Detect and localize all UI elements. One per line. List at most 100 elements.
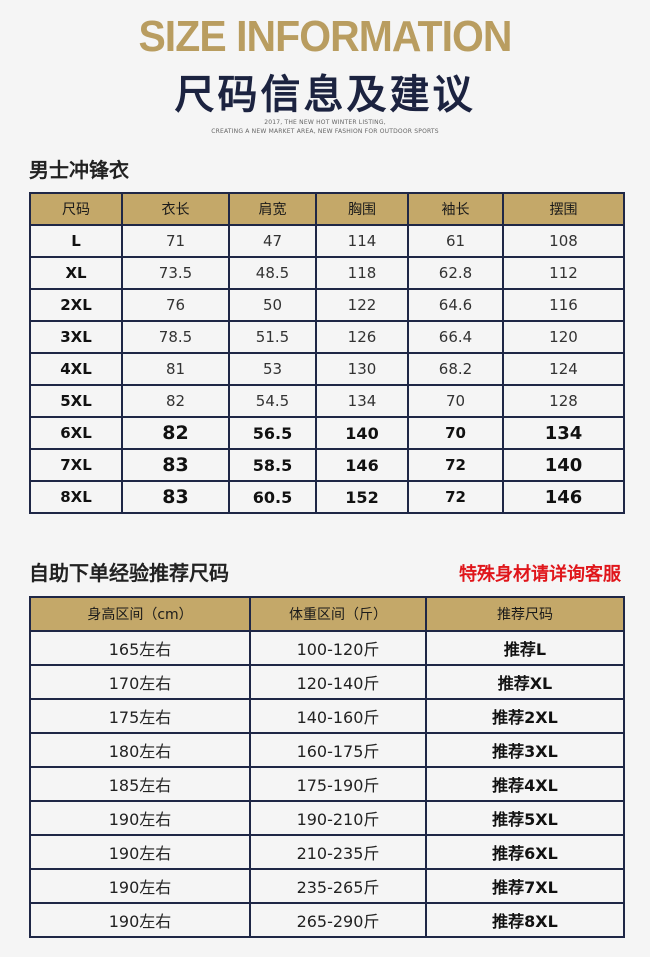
table-row: 190左右 235-265斤 推荐7XL: [29, 868, 625, 904]
table-cell: 128: [502, 384, 625, 418]
tagline-line-1: 2017, THE NEW HOT WINTER LISTING,: [264, 119, 386, 126]
table-row: 185左右 175-190斤 推荐4XL: [29, 766, 625, 802]
weight-cell: 160-175斤: [249, 732, 427, 768]
table-cell: 71: [121, 224, 230, 258]
table-row: 190左右 265-290斤 推荐8XL: [29, 902, 625, 938]
table-row: XL 73.5 48.5 118 62.8 112: [29, 256, 625, 290]
recommended-size-cell: 推荐4XL: [425, 766, 625, 802]
recommended-size-cell: 推荐2XL: [425, 698, 625, 734]
height-cell: 190左右: [29, 868, 251, 904]
recommended-size-cell: 推荐3XL: [425, 732, 625, 768]
tagline-line-2: CREATING A NEW MARKET AREA, NEW FASHION …: [211, 128, 439, 135]
table-cell: 82: [121, 384, 230, 418]
table-row: 8XL 83 60.5 152 72 146: [29, 480, 625, 514]
table-cell: 140: [315, 416, 409, 450]
table-cell: 62.8: [407, 256, 504, 290]
table-cell: 134: [315, 384, 409, 418]
table-row: 5XL 82 54.5 134 70 128: [29, 384, 625, 418]
recommended-size-cell: 推荐XL: [425, 664, 625, 700]
table-cell: 51.5: [228, 320, 317, 354]
size-table-header-row: 尺码 衣长 肩宽 胸围 袖长 摆围: [29, 192, 625, 226]
table-cell: 70: [407, 416, 504, 450]
table-cell: 61: [407, 224, 504, 258]
size-cell: 8XL: [29, 480, 123, 514]
table-row: 175左右 140-160斤 推荐2XL: [29, 698, 625, 734]
table-cell: 66.4: [407, 320, 504, 354]
height-cell: 180左右: [29, 732, 251, 768]
table-row: 3XL 78.5 51.5 126 66.4 120: [29, 320, 625, 354]
recommended-size-cell: 推荐6XL: [425, 834, 625, 870]
table-row: L 71 47 114 61 108: [29, 224, 625, 258]
table-cell: 68.2: [407, 352, 504, 386]
table-row: 7XL 83 58.5 146 72 140: [29, 448, 625, 482]
table-cell: 72: [407, 480, 504, 514]
size-cell: 5XL: [29, 384, 123, 418]
header-shoulder: 肩宽: [228, 192, 317, 226]
table-cell: 82: [121, 416, 230, 450]
weight-cell: 100-120斤: [249, 630, 427, 666]
table-cell: 76: [121, 288, 230, 322]
weight-cell: 265-290斤: [249, 902, 427, 938]
table-cell: 72: [407, 448, 504, 482]
table-cell: 64.6: [407, 288, 504, 322]
table-cell: 78.5: [121, 320, 230, 354]
header-chest: 胸围: [315, 192, 409, 226]
size-table: 尺码 衣长 肩宽 胸围 袖长 摆围 L 71 47 114 61 108 XL …: [29, 192, 625, 514]
table-cell: 152: [315, 480, 409, 514]
table-cell: 73.5: [121, 256, 230, 290]
height-cell: 175左右: [29, 698, 251, 734]
table-cell: 83: [121, 448, 230, 482]
weight-cell: 190-210斤: [249, 800, 427, 836]
table-cell: 50: [228, 288, 317, 322]
table-cell: 146: [315, 448, 409, 482]
table-cell: 60.5: [228, 480, 317, 514]
table-cell: 140: [502, 448, 625, 482]
table-row: 170左右 120-140斤 推荐XL: [29, 664, 625, 700]
table-cell: 124: [502, 352, 625, 386]
table-cell: 108: [502, 224, 625, 258]
header-length: 衣长: [121, 192, 230, 226]
recommended-size-cell: 推荐L: [425, 630, 625, 666]
table-cell: 134: [502, 416, 625, 450]
recommend-table-title: 自助下单经验推荐尺码: [29, 561, 229, 585]
size-table-title: 男士冲锋衣: [29, 158, 129, 182]
height-cell: 170左右: [29, 664, 251, 700]
size-cell: 3XL: [29, 320, 123, 354]
table-row: 2XL 76 50 122 64.6 116: [29, 288, 625, 322]
table-cell: 118: [315, 256, 409, 290]
weight-cell: 235-265斤: [249, 868, 427, 904]
recommended-size-cell: 推荐5XL: [425, 800, 625, 836]
table-cell: 130: [315, 352, 409, 386]
table-cell: 53: [228, 352, 317, 386]
table-cell: 114: [315, 224, 409, 258]
height-cell: 190左右: [29, 834, 251, 870]
size-cell: XL: [29, 256, 123, 290]
table-row: 190左右 190-210斤 推荐5XL: [29, 800, 625, 836]
header-size: 尺码: [29, 192, 123, 226]
weight-cell: 175-190斤: [249, 766, 427, 802]
height-cell: 190左右: [29, 902, 251, 938]
table-cell: 122: [315, 288, 409, 322]
table-cell: 116: [502, 288, 625, 322]
table-row: 165左右 100-120斤 推荐L: [29, 630, 625, 666]
size-cell: 7XL: [29, 448, 123, 482]
title-english: SIZE INFORMATION: [138, 12, 512, 61]
table-row: 4XL 81 53 130 68.2 124: [29, 352, 625, 386]
table-cell: 47: [228, 224, 317, 258]
header-sleeve: 袖长: [407, 192, 504, 226]
size-cell: 2XL: [29, 288, 123, 322]
table-cell: 54.5: [228, 384, 317, 418]
table-row: 190左右 210-235斤 推荐6XL: [29, 834, 625, 870]
recommend-table-header-row: 身高区间（cm） 体重区间（斤） 推荐尺码: [29, 596, 625, 632]
size-cell: 4XL: [29, 352, 123, 386]
table-cell: 70: [407, 384, 504, 418]
recommend-table: 身高区间（cm） 体重区间（斤） 推荐尺码 165左右 100-120斤 推荐L…: [29, 596, 625, 938]
table-cell: 81: [121, 352, 230, 386]
header-recommended-size: 推荐尺码: [425, 596, 625, 632]
size-cell: 6XL: [29, 416, 123, 450]
table-cell: 56.5: [228, 416, 317, 450]
height-cell: 165左右: [29, 630, 251, 666]
title-chinese: 尺码信息及建议: [174, 72, 476, 118]
height-cell: 185左右: [29, 766, 251, 802]
weight-cell: 120-140斤: [249, 664, 427, 700]
